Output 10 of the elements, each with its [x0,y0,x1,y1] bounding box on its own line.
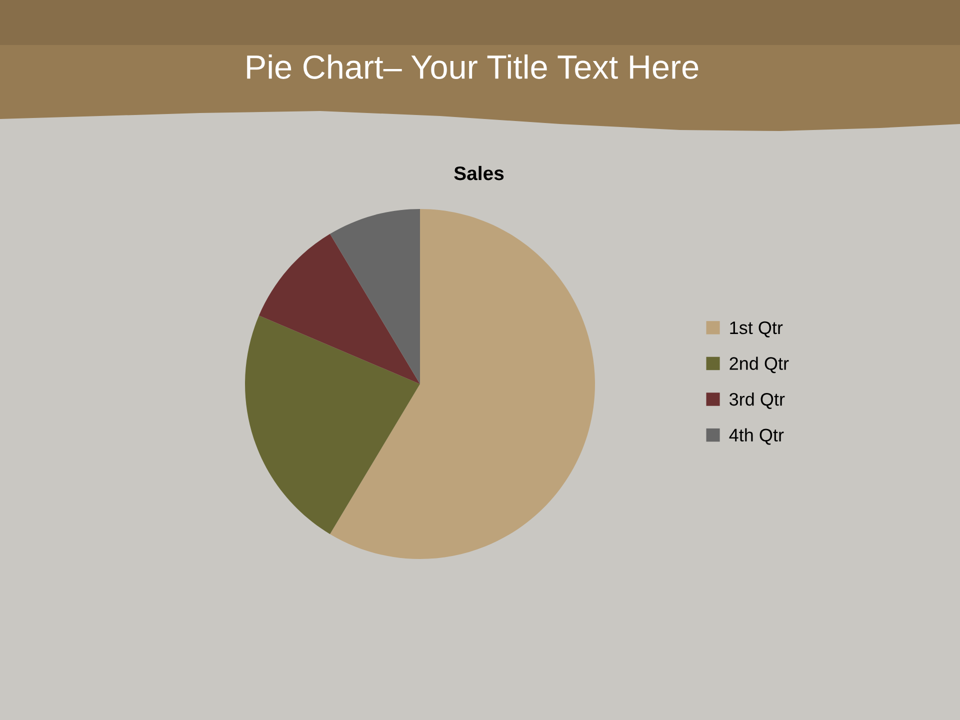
chart-subtitle: Sales [454,166,504,180]
pie-slice [330,209,595,559]
legend-label: 3rd Qtr [730,392,785,409]
legend-label: 2nd Qtr [730,356,789,374]
pie-slice [258,234,420,384]
pie-slice [330,209,420,384]
legend-label: 1st Qtr [730,321,783,338]
legend-label: 4th Qtr [729,428,784,445]
pie-slice [245,316,420,534]
chart-title: Pie Chart– Your Title Text Here [247,54,698,79]
